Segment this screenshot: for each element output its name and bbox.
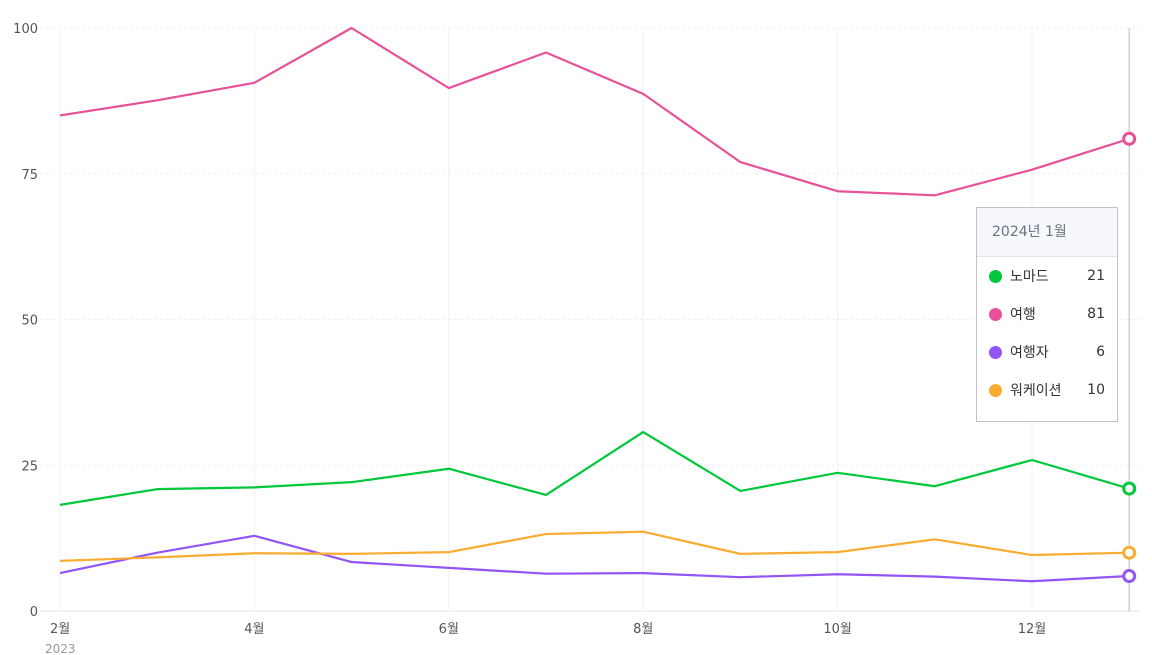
x-tick-label: 2월: [50, 622, 70, 637]
x-tick-label: 12월: [1018, 622, 1047, 637]
series-line-여행: [59, 26, 1130, 197]
x-tick-label: 6월: [439, 622, 459, 637]
series-name: 워케이션: [1010, 383, 1062, 399]
y-tick-label: 0: [30, 605, 38, 620]
series-value: 6: [1096, 344, 1105, 360]
series-value: 10: [1087, 382, 1105, 398]
hover-marker: [1122, 569, 1137, 584]
tooltip-row-travel: 여행 81: [977, 295, 1117, 333]
legend-dot: [989, 307, 1002, 321]
tooltip-row-nomad: 노마드 21: [977, 257, 1117, 295]
hover-marker: [1122, 481, 1137, 496]
y-tick-label: 75: [21, 168, 38, 183]
series-name: 여행: [1010, 307, 1036, 323]
tooltip-row-workation: 워케이션 10: [977, 371, 1117, 409]
series-name: 노마드: [1010, 269, 1049, 285]
hover-marker: [1122, 545, 1137, 560]
legend-dot: [989, 269, 1002, 283]
legend-dot: [989, 383, 1002, 397]
x-tick-label: 4월: [244, 622, 264, 637]
tooltip-title: 2024년 1월: [977, 208, 1117, 257]
x-tick-label: 8월: [633, 622, 653, 637]
y-tick-label: 25: [21, 459, 38, 474]
legend-dot: [989, 345, 1002, 359]
x-year-label: 2023: [45, 642, 76, 655]
y-tick-label: 50: [21, 314, 38, 329]
series-value: 81: [1087, 306, 1105, 322]
tooltip: 2024년 1월 노마드 21 여행 81 여행자 6 워케이션 10: [976, 207, 1118, 422]
x-tick-label: 10월: [823, 622, 852, 637]
series-value: 21: [1087, 268, 1105, 284]
series-line-워케이션: [59, 530, 1130, 562]
series-name: 여행자: [1010, 345, 1049, 361]
series-line-노마드: [59, 430, 1130, 506]
tooltip-row-traveler: 여행자 6: [977, 333, 1117, 371]
series-line-여행자: [59, 534, 1130, 583]
hover-marker: [1122, 131, 1137, 146]
y-tick-label: 100: [13, 22, 38, 37]
